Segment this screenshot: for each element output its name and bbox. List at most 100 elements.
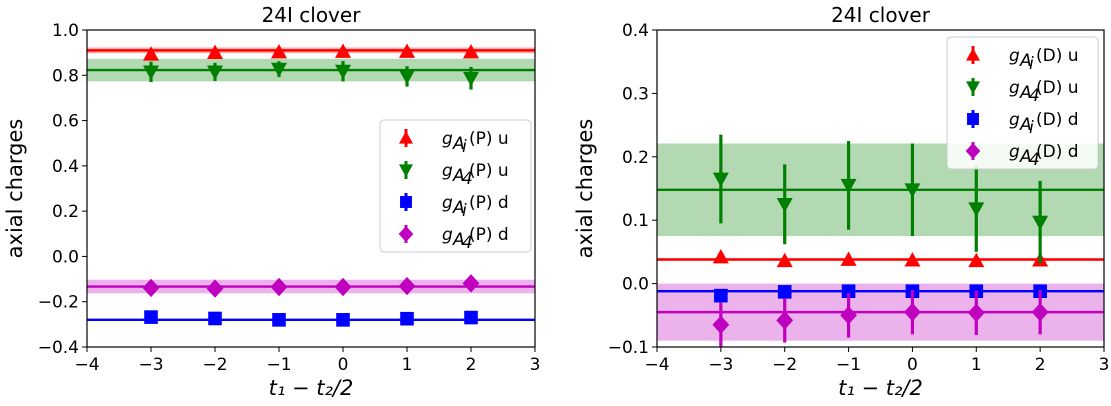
legend-subscript: A bbox=[1019, 147, 1032, 167]
legend-marker bbox=[399, 164, 413, 177]
data-point bbox=[712, 315, 730, 335]
data-point bbox=[777, 285, 792, 299]
y-axis-label: axial charges bbox=[573, 119, 597, 259]
x-tick-label: 1 bbox=[971, 355, 982, 375]
legend-subscript: A bbox=[452, 134, 465, 154]
data-point bbox=[840, 306, 857, 325]
axes-frame bbox=[86, 29, 536, 348]
y-tick-label: 0.2 bbox=[622, 148, 649, 168]
x-tick-label: −4 bbox=[644, 355, 669, 375]
x-tick-label: −2 bbox=[772, 355, 797, 375]
y-tick-label: 0.4 bbox=[52, 157, 79, 177]
y-tick-label: −0.2 bbox=[38, 293, 79, 313]
data-point bbox=[968, 252, 985, 268]
legend-label: (D) u bbox=[1036, 46, 1079, 66]
data-point bbox=[1032, 215, 1049, 231]
data-point bbox=[714, 288, 728, 303]
x-tick-label: 3 bbox=[1099, 355, 1110, 375]
y-tick-label: 0.4 bbox=[622, 21, 649, 41]
data-point bbox=[712, 248, 729, 264]
data-point bbox=[143, 65, 159, 80]
legend-label: (P) d bbox=[469, 225, 509, 245]
data-point bbox=[143, 46, 159, 61]
data-point bbox=[399, 43, 415, 58]
legend-marker bbox=[966, 81, 980, 94]
x-tick-label: −2 bbox=[202, 355, 227, 375]
data-point bbox=[968, 202, 985, 217]
x-tick-label: 2 bbox=[466, 355, 477, 375]
data-point bbox=[272, 313, 286, 327]
data-point bbox=[398, 276, 416, 296]
y-tick-label: 0.1 bbox=[622, 211, 649, 231]
data-point bbox=[776, 197, 793, 213]
x-axis-label: t₁ − t₂/2 bbox=[838, 376, 923, 400]
y-axis-label: axial charges bbox=[3, 119, 27, 259]
data-point bbox=[841, 284, 856, 299]
legend-label: (D) u bbox=[1036, 78, 1079, 98]
legend-subsubscript: 4 bbox=[1029, 150, 1040, 170]
legend-marker bbox=[965, 142, 981, 160]
legend-label: (P) u bbox=[469, 129, 509, 149]
left-panel: −4 −3 −2 −1 0 1 2 3 −0.4 −0.2 0.0 0.2 0.4 0.6 0.8 1.0 24… bbox=[3, 3, 540, 400]
y-tick-label: 0.3 bbox=[622, 84, 649, 104]
data-point bbox=[206, 279, 224, 298]
legend-label: (P) u bbox=[469, 161, 509, 181]
data-point bbox=[712, 172, 729, 187]
legend-marker bbox=[966, 48, 980, 61]
x-tick-label: 0 bbox=[338, 355, 349, 375]
x-tick-label: −4 bbox=[74, 355, 99, 375]
y-tick-label: −0.4 bbox=[38, 338, 79, 358]
chart-title: 24I clover bbox=[262, 3, 362, 27]
chart-title: 24I clover bbox=[831, 3, 931, 27]
y-tick-label: 1.0 bbox=[52, 21, 79, 41]
data-point bbox=[904, 302, 921, 322]
data-point bbox=[142, 278, 160, 298]
y-tick-label: −0.1 bbox=[608, 338, 649, 358]
data-point bbox=[144, 310, 158, 324]
data-point bbox=[464, 310, 478, 325]
data-point bbox=[462, 274, 480, 293]
x-tick-label: −3 bbox=[708, 355, 733, 375]
y-tick-label: 0.6 bbox=[52, 112, 79, 132]
data-point bbox=[271, 62, 287, 78]
y-tick-label: 0.0 bbox=[622, 275, 649, 295]
data-point bbox=[967, 303, 985, 322]
legend-subsubscript: 4 bbox=[462, 233, 473, 253]
legend-symbol: g bbox=[442, 161, 453, 181]
legend-box bbox=[379, 119, 532, 253]
legend-marker bbox=[400, 196, 412, 208]
legend-label: (D) d bbox=[1036, 142, 1079, 162]
x-axis-label: t₁ − t₂/2 bbox=[269, 376, 354, 400]
data-point bbox=[840, 178, 857, 194]
legend-symbol: g bbox=[442, 129, 453, 149]
legend-symbol: g bbox=[1009, 110, 1020, 130]
legend-subsubscript: 4 bbox=[1029, 86, 1040, 106]
y-tick-label: 0.2 bbox=[52, 202, 79, 222]
legend-subsubscript: i bbox=[1029, 54, 1034, 74]
data-point bbox=[904, 252, 921, 267]
legend-subscript: A bbox=[1019, 51, 1032, 71]
x-tick-label: −1 bbox=[266, 355, 291, 375]
x-tick-label: 1 bbox=[402, 355, 413, 375]
legend-subsubscript: i bbox=[462, 201, 467, 221]
legend-symbol: g bbox=[1009, 78, 1020, 98]
legend-symbol: g bbox=[442, 225, 453, 245]
legend-subscript: A bbox=[452, 166, 465, 186]
x-tick-label: 2 bbox=[1035, 355, 1046, 375]
legend-subscript: A bbox=[452, 198, 465, 218]
data-point bbox=[904, 183, 921, 198]
legend-box bbox=[946, 36, 1099, 170]
x-tick-label: 0 bbox=[907, 355, 918, 375]
data-point bbox=[207, 44, 223, 60]
data-point bbox=[334, 277, 352, 297]
data-point bbox=[1031, 302, 1049, 322]
y-tick-label: 0.0 bbox=[52, 247, 79, 267]
legend-marker bbox=[967, 113, 979, 125]
legend-subscript: A bbox=[1019, 83, 1032, 103]
data-point bbox=[335, 64, 351, 80]
legend-subsubscript: 4 bbox=[462, 169, 473, 189]
x-tick-label: 3 bbox=[530, 355, 541, 375]
legend-subscript: A bbox=[1019, 115, 1032, 135]
legend-symbol: g bbox=[1009, 142, 1020, 162]
